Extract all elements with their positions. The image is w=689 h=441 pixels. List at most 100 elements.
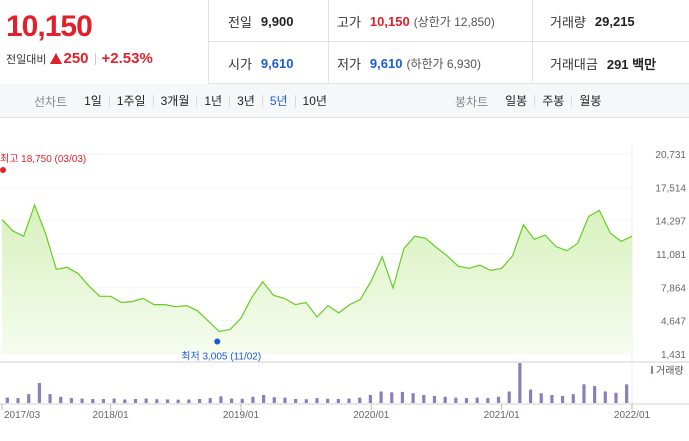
volume-bar [422, 395, 426, 403]
candle-daily-button[interactable]: 일봉 [498, 95, 536, 107]
volume-bar [411, 393, 415, 403]
volume-bar [219, 396, 223, 403]
open-label: 시가 [228, 56, 252, 72]
volume-bar [560, 395, 565, 403]
change-value: 250 [63, 50, 89, 67]
volume-bar [496, 396, 501, 403]
trade-value-stat: 거래대금 291 백만 [550, 42, 656, 84]
volume-bar [582, 384, 586, 403]
divider [532, 0, 533, 84]
volume-bar [165, 399, 170, 403]
volume-bar [304, 399, 308, 403]
open-stat: 시가 9,610 [228, 42, 293, 84]
change-rate: +2.53% [101, 50, 153, 67]
max-marker [0, 167, 6, 173]
volume-bar [283, 397, 287, 403]
divider [94, 52, 96, 65]
x-axis: 2017/03 2018/01 2019/01 2020/01 2021/01 2022/… [1, 404, 651, 421]
x-tick-label: 2019/01 [223, 410, 260, 421]
volume-bar [197, 399, 202, 403]
upper-limit: (상한가 12,850) [413, 14, 495, 29]
quote-summary: 10,150 전일대비 250 +2.53% 전일 9,900 고가 10,15… [0, 0, 689, 84]
volume-bar [539, 393, 543, 403]
volume-bar [507, 391, 511, 403]
volume-panel: 거래량 [0, 363, 689, 405]
candle-monthly-button[interactable]: 월봉 [579, 94, 602, 108]
low-value: 9,610 [369, 55, 403, 71]
low-label: 저가 [337, 56, 361, 72]
volume-bar [379, 391, 383, 403]
volume-bar [358, 397, 362, 403]
trade-value: 291 백만 [606, 56, 657, 72]
line-chart-periods: 선차트 1일 1주일 3개월 1년 3년 5년 10년 [34, 84, 334, 118]
chart-annotations: 최고 18,750 (03/03) 최저 3,005 (11/02) [0, 153, 633, 363]
volume-bar [625, 384, 629, 403]
period-3m-button[interactable]: 3개월 [154, 95, 198, 107]
volume-bar [294, 399, 298, 403]
volume-bar [16, 398, 20, 403]
line-chart-label: 선차트 [34, 94, 68, 109]
period-1d-button[interactable]: 1일 [77, 95, 110, 107]
volume-bar [336, 399, 340, 403]
divider [209, 41, 689, 42]
volume-bar [486, 398, 490, 403]
period-1w-button[interactable]: 1주일 [110, 95, 154, 107]
min-marker [214, 338, 221, 345]
price-chart: 20,73117,51414,29711,0817,8644,6471,431 … [0, 144, 689, 421]
volume-legend-label: 거래량 [656, 365, 684, 377]
high-label: 고가 [337, 14, 361, 30]
volume-bar [101, 399, 106, 403]
high-stat: 고가 10,150 (상한가 12,850) [337, 0, 495, 42]
period-1y-button[interactable]: 1년 [197, 95, 231, 107]
volume-bar [593, 386, 597, 403]
volume-bar [5, 397, 9, 403]
volume-bar [443, 396, 447, 403]
high-value: 10,150 [369, 13, 410, 29]
y-axis: 20,731 17,514 14,297 11,081 7,864 4,647 1,431 [655, 150, 686, 361]
volume-bar [347, 398, 351, 403]
up-triangle-icon [50, 53, 63, 64]
volume-value: 29,215 [594, 13, 635, 29]
volume-bar [528, 389, 533, 403]
x-tick-label: 2017/03 [4, 410, 41, 421]
volume-bar [326, 398, 330, 403]
volume-bar [69, 398, 74, 403]
chart-toolbar: 선차트 1일 1주일 3개월 1년 3년 5년 10년 봉차트 일봉 주봉 월봉 [0, 84, 689, 118]
volume-bar [27, 394, 31, 403]
divider [328, 0, 329, 84]
volume-bar [262, 395, 266, 403]
y-tick-label: 4,647 [661, 317, 686, 328]
volume-bar [155, 399, 159, 403]
volume-bar [272, 397, 276, 403]
change-label: 전일대비 [6, 53, 47, 66]
candle-weekly-button[interactable]: 주봉 [535, 95, 573, 107]
volume-bar [603, 391, 607, 403]
volume-bar [229, 398, 234, 403]
open-value: 9,610 [260, 55, 294, 71]
volume-bar [400, 391, 405, 403]
x-tick-label: 2020/01 [353, 410, 390, 421]
x-tick-label: 2022/01 [614, 410, 651, 421]
volume-bar [475, 397, 479, 403]
period-10y-button[interactable]: 10년 [302, 94, 327, 108]
y-tick-label: 20,731 [655, 150, 686, 161]
volume-bar [390, 392, 394, 403]
volume-bar [80, 398, 84, 403]
volume-bar [368, 395, 372, 403]
y-tick-label: 7,864 [661, 283, 686, 294]
volume-bar [59, 396, 63, 403]
volume-bar [550, 395, 554, 403]
price-change-row: 전일대비 250 +2.53% [6, 50, 153, 67]
current-price: 10,150 [6, 10, 93, 43]
volume-bar [133, 399, 138, 403]
volume-bar [464, 398, 469, 403]
volume-bar [176, 399, 180, 403]
volume-bar [432, 395, 437, 403]
max-annotation: 최고 18,750 (03/03) [0, 153, 86, 165]
volume-bar [187, 399, 191, 403]
y-tick-label: 11,081 [656, 250, 686, 261]
volume-bar [240, 398, 244, 403]
period-3y-button[interactable]: 3년 [230, 95, 263, 107]
prev-close-stat: 전일 9,900 [228, 0, 293, 42]
period-5y-button[interactable]: 5년 [263, 95, 296, 107]
